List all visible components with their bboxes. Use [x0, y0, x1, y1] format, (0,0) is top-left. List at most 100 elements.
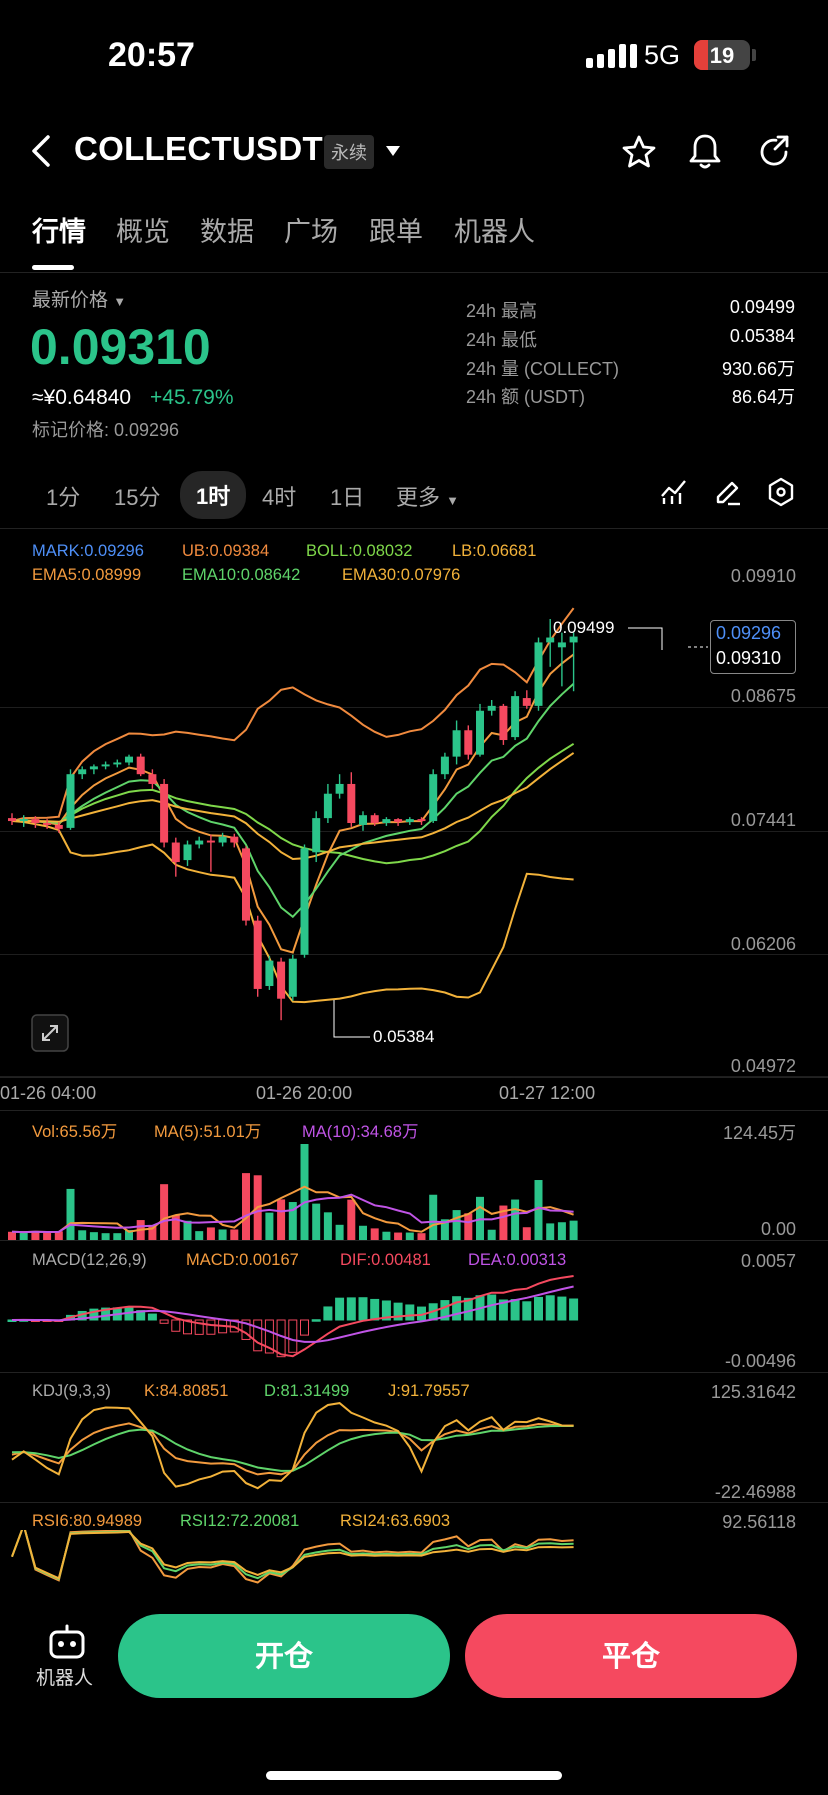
tab-market[interactable]: 行情 [32, 217, 86, 247]
interval-more[interactable]: 更多 ▼ [396, 485, 460, 510]
interval-1h[interactable]: 1时 [180, 471, 247, 519]
vol-ma10-indicator: MA(10):34.68万 [302, 1123, 419, 1141]
fullscreen-expand-icon[interactable] [31, 1014, 69, 1052]
candle-body [546, 637, 555, 643]
macd-bar [510, 1299, 520, 1321]
tab-overview[interactable]: 概览 [116, 217, 170, 247]
symbol-title[interactable]: COLLECTUSDT [74, 130, 323, 167]
star-favorite-icon[interactable] [621, 134, 657, 170]
volume-bar [113, 1233, 122, 1240]
tab-copy-trade[interactable]: 跟单 [369, 217, 423, 247]
volume-bar [101, 1233, 110, 1240]
volume-bar [382, 1231, 391, 1240]
volume-bar [19, 1232, 28, 1240]
macd-value: MACD:0.00167 [186, 1251, 299, 1269]
status-time: 20:57 [108, 36, 195, 74]
macd-dea-line [12, 1285, 574, 1343]
divider [0, 272, 828, 273]
macd-bar [288, 1319, 298, 1353]
candle-body [511, 696, 520, 738]
candle-body [101, 764, 110, 767]
macd-bar [440, 1300, 450, 1321]
back-arrow-icon[interactable] [30, 134, 52, 168]
interval-4h[interactable]: 4时 [262, 485, 297, 510]
share-icon[interactable] [756, 134, 792, 170]
vol-axis-bottom: 0.00 [760, 1219, 796, 1239]
volume-bar [300, 1144, 309, 1240]
volume-bar [160, 1184, 169, 1240]
open-position-button[interactable]: 开仓 [118, 1614, 450, 1698]
candle-body [195, 840, 204, 845]
volume-bar [89, 1232, 98, 1240]
price-axis-tick: 0.08675 [730, 686, 796, 706]
kdj-j: J:91.79557 [388, 1382, 470, 1400]
kdj-axis-top: 125.31642 [710, 1382, 796, 1402]
rsi-chart [11, 1530, 574, 1584]
kdj-j-line [11, 1402, 574, 1490]
candlestick-chart[interactable] [0, 530, 828, 1080]
macd-dif-line [11, 1275, 574, 1358]
candle-body [569, 636, 578, 643]
symbol-dropdown-icon[interactable] [385, 145, 401, 157]
macd-bar [534, 1296, 543, 1321]
rsi24-line [11, 1530, 574, 1580]
settings-hexagon-icon[interactable] [766, 477, 796, 507]
volume-bar [335, 1224, 344, 1240]
robot-label[interactable]: 机器人 [36, 1668, 94, 1689]
macd-dif: DIF:0.00481 [340, 1251, 431, 1269]
latest-price-label[interactable]: 最新价格 ▼ [32, 290, 127, 311]
battery-icon: 19 [694, 40, 750, 70]
volume-bar [429, 1194, 438, 1240]
macd-bar [147, 1313, 157, 1321]
interval-15m[interactable]: 15分 [114, 485, 161, 510]
candle-body [160, 783, 169, 843]
vol-indicator: Vol:65.56万 [32, 1123, 118, 1141]
candle-body [394, 819, 403, 823]
macd-bar [358, 1297, 368, 1321]
candle-body [113, 762, 122, 765]
kdj-title: KDJ(9,3,3) [32, 1382, 111, 1400]
volume-bar [43, 1232, 52, 1240]
volume-bar [534, 1180, 543, 1240]
signal-icon [586, 44, 637, 68]
candle-body [66, 774, 75, 828]
robot-icon[interactable] [48, 1624, 86, 1660]
price-axis-tick: 0.06206 [730, 934, 796, 954]
price-change-percent: +45.79% [150, 386, 234, 409]
price-axis-tick: 0.07441 [730, 810, 796, 830]
candle-body [183, 844, 192, 861]
draw-pencil-icon[interactable] [714, 478, 742, 506]
divider [0, 1077, 828, 1078]
volume-bar [464, 1213, 473, 1240]
macd-bar [276, 1319, 286, 1358]
network-type: 5G [644, 40, 681, 70]
gridline [0, 707, 828, 708]
vol-ma5-line [11, 1185, 574, 1234]
candle-body [288, 958, 297, 997]
volume-bar [288, 1202, 297, 1240]
gridline [0, 831, 828, 832]
macd-bar [370, 1298, 380, 1321]
ema5-indicator: EMA5:0.08999 [32, 566, 142, 584]
ema30-indicator: EMA30:0.07976 [342, 566, 461, 584]
candle-body [522, 698, 531, 706]
volume-bar [546, 1223, 555, 1240]
indicator-icon[interactable] [660, 478, 688, 506]
tab-square[interactable]: 广场 [284, 217, 338, 247]
interval-1d[interactable]: 1日 [330, 485, 365, 510]
tab-data[interactable]: 数据 [200, 217, 254, 247]
vol-axis-top: 124.45万 [722, 1123, 796, 1143]
bell-alert-icon[interactable] [688, 132, 722, 170]
macd-bar [101, 1307, 111, 1321]
divider [0, 1502, 828, 1503]
volume-bar [452, 1210, 461, 1240]
volume-bar [230, 1229, 239, 1240]
tab-bot[interactable]: 机器人 [454, 217, 535, 247]
volume-bar [78, 1230, 87, 1240]
ub-indicator: UB:0.09384 [182, 542, 270, 560]
interval-1m[interactable]: 1分 [46, 485, 81, 510]
ema10-line [11, 683, 575, 919]
close-position-button[interactable]: 平仓 [465, 1614, 797, 1698]
candle-body [440, 756, 449, 775]
volume-bar [206, 1227, 215, 1240]
